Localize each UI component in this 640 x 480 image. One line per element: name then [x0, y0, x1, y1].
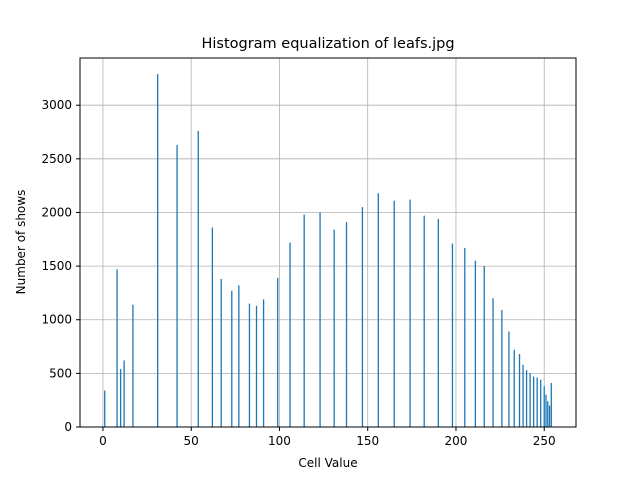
histogram-bar [437, 218, 439, 427]
histogram-bar [303, 214, 305, 427]
histogram-bar [409, 199, 411, 427]
y-tick-label: 0 [64, 420, 72, 434]
histogram-bar [451, 243, 454, 427]
histogram-bar [522, 364, 524, 427]
y-tick-label: 1500 [41, 259, 72, 273]
histogram-bar [262, 299, 265, 427]
histogram-bar [529, 373, 531, 427]
x-tick-label: 0 [99, 434, 107, 448]
x-tick-label: 200 [445, 434, 468, 448]
y-tick-label: 2500 [41, 152, 72, 166]
histogram-bar [423, 215, 425, 427]
histogram-bar [474, 260, 477, 427]
histogram-bar [532, 376, 535, 427]
histogram-bars [104, 74, 552, 427]
histogram-bar [492, 298, 494, 427]
y-tick-label: 500 [49, 366, 72, 380]
histogram-bar [333, 229, 335, 427]
plot-frame [79, 57, 577, 428]
histogram-bar [377, 193, 379, 427]
histogram-bar [248, 303, 251, 427]
histogram-bar [132, 304, 134, 427]
y-tick-label: 3000 [41, 98, 72, 112]
chart-title: Histogram equalization of leafs.jpg [201, 36, 454, 52]
histogram-bar [255, 305, 258, 427]
histogram-bar [157, 74, 159, 427]
histogram-bar [289, 242, 291, 427]
x-axis-label: Cell Value [298, 456, 357, 470]
histogram-bar [393, 200, 395, 427]
histogram-bar [547, 401, 549, 427]
histogram-bar [518, 354, 521, 427]
histogram-bar [550, 383, 552, 427]
histogram-bar [464, 247, 466, 427]
histogram-bar [361, 207, 364, 427]
histogram-bar [176, 144, 178, 427]
y-tick-label: 2000 [41, 205, 72, 219]
histogram-bar [508, 331, 510, 427]
histogram-bar [543, 386, 545, 427]
histogram-bar [345, 222, 348, 427]
histogram-bar [123, 360, 125, 427]
grid-lines [80, 58, 576, 428]
histogram-bar [525, 370, 528, 427]
x-tick-label: 50 [184, 434, 199, 448]
y-axis-label: Number of shows [14, 190, 28, 295]
histogram-bar [238, 285, 240, 427]
histogram-bar [548, 405, 551, 427]
histogram-bar [545, 394, 547, 427]
histogram-bar [540, 379, 542, 427]
histogram-bar [197, 130, 199, 427]
histogram-bar [501, 310, 503, 427]
histogram-bar [536, 377, 538, 427]
y-tick-label: 1000 [41, 313, 72, 327]
x-tick-label: 250 [533, 434, 556, 448]
x-tick-label: 150 [356, 434, 379, 448]
histogram-bar [104, 390, 106, 427]
histogram-bar [319, 212, 321, 427]
x-tick-label: 100 [268, 434, 291, 448]
histogram-bar [220, 278, 222, 427]
histogram-bar [513, 349, 515, 427]
histogram-bar [277, 277, 279, 427]
histogram-bar [231, 290, 233, 427]
histogram-bar [119, 369, 122, 427]
histogram-bar [211, 227, 214, 427]
histogram-bar [116, 269, 118, 427]
histogram-bar [483, 266, 485, 427]
